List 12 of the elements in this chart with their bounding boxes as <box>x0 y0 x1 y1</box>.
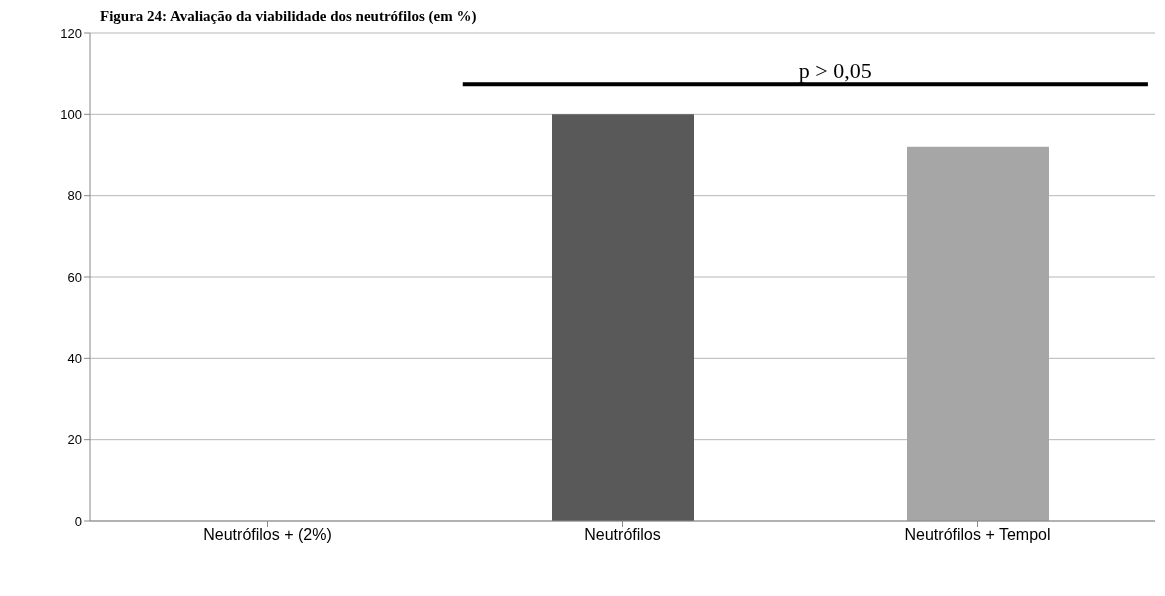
y-tick-label: 120 <box>60 25 82 41</box>
x-tick-label: Neutrófilos <box>584 526 661 544</box>
y-tick-label: 40 <box>67 350 82 366</box>
annotation: p > 0,05 <box>798 58 872 84</box>
chart-title: Figura 24: Avaliação da viabilidade dos neutrófilos (em %) <box>100 8 477 25</box>
y-tick-label: 100 <box>60 106 82 122</box>
y-tick-label: 20 <box>67 432 82 448</box>
x-tick-label: Neutrófilos + Tempol <box>904 526 1051 544</box>
y-tick-label: 60 <box>67 269 82 285</box>
y-tick-label: 0 <box>74 513 82 529</box>
y-tick-label: 80 <box>67 188 82 204</box>
x-tick-label: Neutrófilos + (2%) <box>203 526 332 544</box>
